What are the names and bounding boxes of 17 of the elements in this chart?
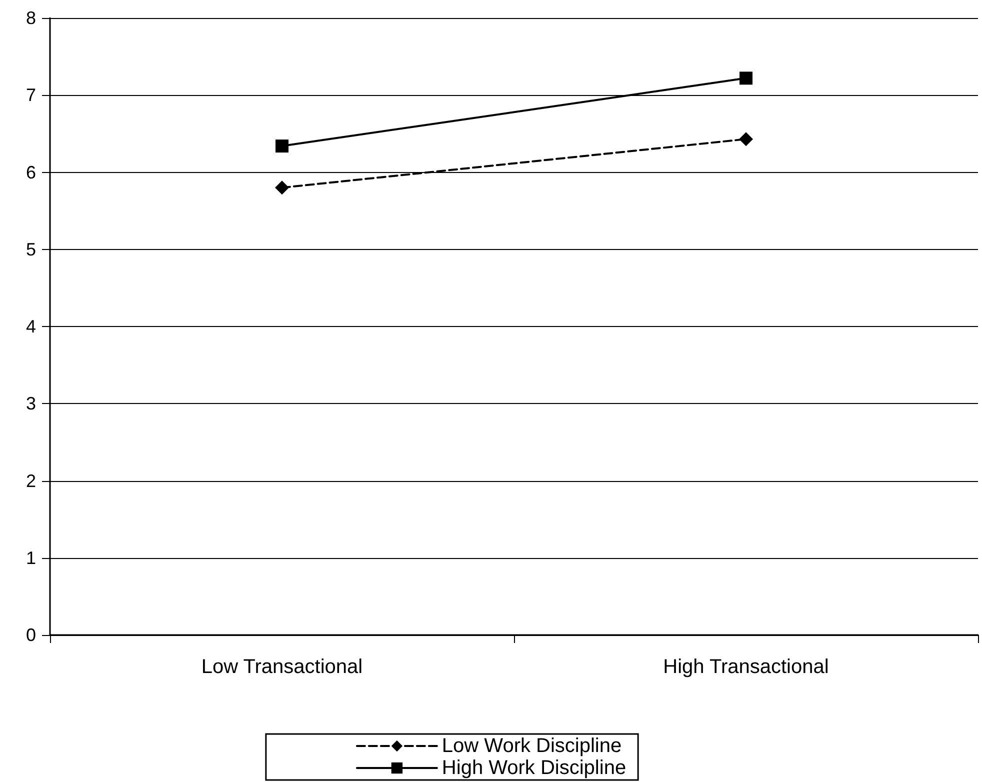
point xyxy=(276,140,288,153)
y-tick-label: 0 xyxy=(26,625,36,645)
y-tick-label: 7 xyxy=(26,85,36,106)
point xyxy=(739,132,753,146)
point xyxy=(740,72,752,85)
y-tick-label: 3 xyxy=(26,394,36,414)
legend-label: Low Work Discipline xyxy=(442,735,622,757)
x-tick-label: High Transactional xyxy=(663,656,829,678)
y-tick-label: 1 xyxy=(26,548,36,568)
y-tick-label: 6 xyxy=(26,162,36,182)
y-tick-label: 5 xyxy=(26,239,36,260)
point xyxy=(275,180,289,195)
y-tick-label: 8 xyxy=(26,8,36,28)
y-tick-label: 4 xyxy=(26,316,36,336)
x-tick-label: Low Transactional xyxy=(201,656,363,678)
y-tick-label: 2 xyxy=(26,470,36,491)
legend-label: High Work Discipline xyxy=(442,757,626,779)
